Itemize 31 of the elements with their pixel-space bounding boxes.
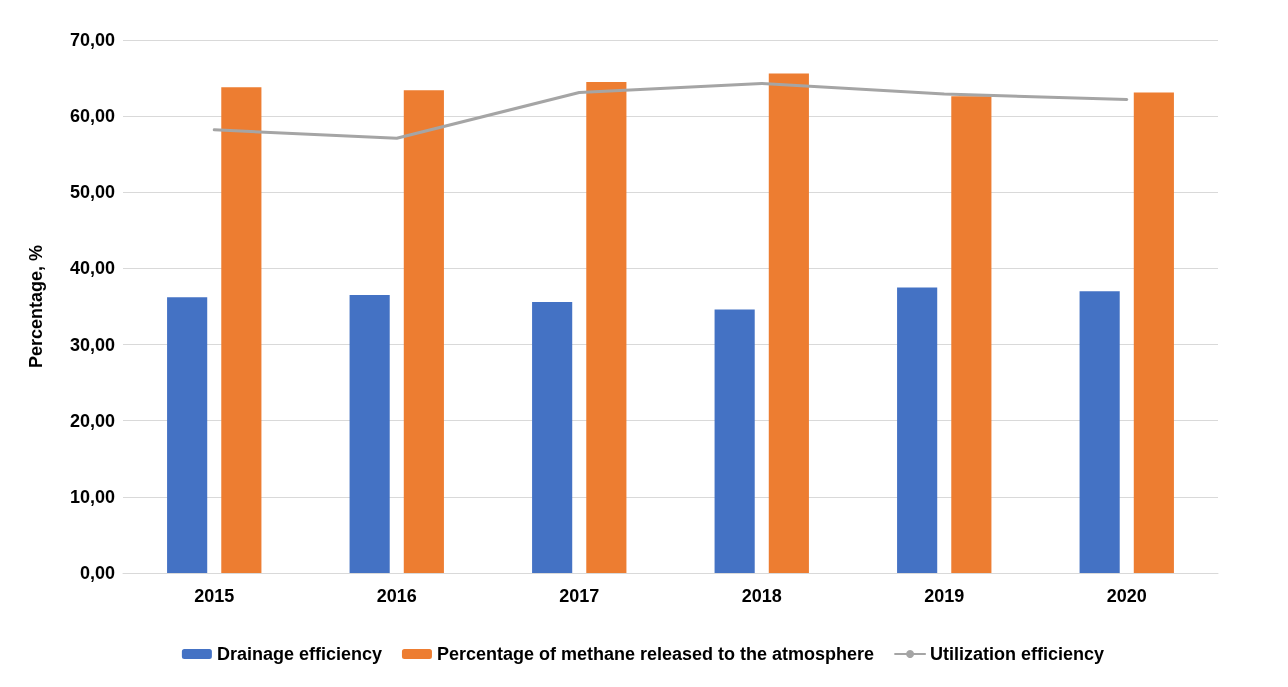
bar — [768, 73, 809, 573]
bar — [586, 81, 627, 573]
x-tick-label: 2015 — [194, 586, 235, 606]
bar — [1133, 92, 1174, 573]
x-tick-label: 2018 — [741, 586, 782, 606]
bar — [1079, 291, 1120, 573]
legend-label: Utilization efficiency — [930, 644, 1105, 664]
legend-label: Drainage efficiency — [216, 644, 382, 664]
bar — [897, 287, 938, 573]
y-tick-label: 10,00 — [69, 486, 115, 507]
bar — [714, 309, 755, 573]
y-tick-label: 60,00 — [69, 106, 115, 127]
y-tick-label: 70,00 — [69, 30, 115, 50]
x-tick-label: 2016 — [376, 586, 417, 606]
bar — [167, 297, 208, 573]
y-axis-title: Percentage, % — [26, 244, 46, 369]
bar — [951, 96, 992, 573]
y-tick-label: 0,00 — [79, 563, 115, 583]
legend-label: Percentage of methane released to the atmosphere — [436, 644, 875, 664]
bar — [349, 295, 390, 573]
y-tick-label: 40,00 — [69, 258, 115, 279]
bar — [221, 87, 262, 573]
x-tick-label: 2020 — [1106, 586, 1147, 606]
x-tick-label: 2019 — [924, 586, 965, 606]
y-tick-label: 30,00 — [69, 334, 115, 355]
bar — [532, 301, 573, 573]
y-tick-label: 50,00 — [69, 182, 115, 203]
line-series — [212, 81, 1129, 140]
y-tick-label: 20,00 — [69, 410, 115, 431]
bar — [403, 90, 444, 573]
x-tick-label: 2017 — [559, 586, 600, 606]
